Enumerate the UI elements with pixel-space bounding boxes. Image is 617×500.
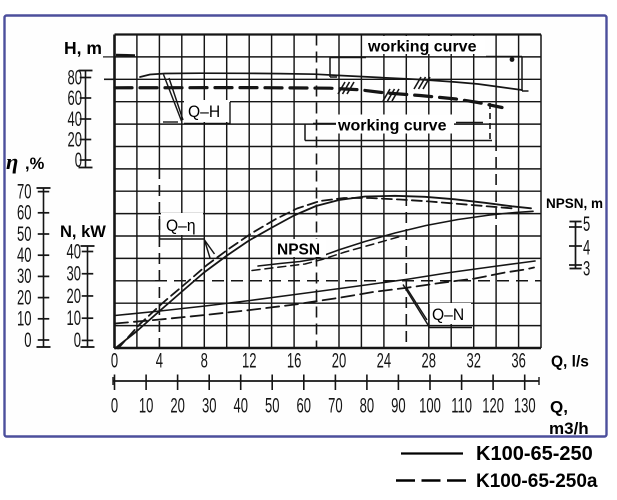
svg-text:5: 5 xyxy=(583,212,590,236)
svg-text:N, kW: N, kW xyxy=(60,223,106,241)
svg-text:NPSN: NPSN xyxy=(277,242,320,259)
svg-text:Q,: Q, xyxy=(550,398,568,417)
svg-text:NPSN, m: NPSN, m xyxy=(546,196,603,211)
svg-text:0: 0 xyxy=(74,328,81,352)
svg-text:10: 10 xyxy=(67,306,82,330)
svg-text:,%: ,% xyxy=(25,155,45,173)
svg-text:0: 0 xyxy=(75,148,82,172)
svg-text:3: 3 xyxy=(583,256,590,280)
svg-text:50: 50 xyxy=(17,222,32,246)
svg-text:20: 20 xyxy=(332,348,347,372)
svg-text:H, m: H, m xyxy=(64,38,102,58)
svg-text:60: 60 xyxy=(68,86,83,110)
svg-text:Q–H: Q–H xyxy=(188,102,220,121)
svg-text:70: 70 xyxy=(328,393,343,417)
svg-text:30: 30 xyxy=(202,393,217,417)
svg-text:90: 90 xyxy=(391,393,406,417)
svg-text:0: 0 xyxy=(24,328,31,352)
svg-text:0: 0 xyxy=(111,348,118,372)
svg-text:70: 70 xyxy=(17,179,32,203)
svg-text:4: 4 xyxy=(156,348,163,372)
svg-text:36: 36 xyxy=(511,348,525,372)
svg-text:20: 20 xyxy=(68,127,83,151)
svg-text:20: 20 xyxy=(67,284,82,308)
svg-text:8: 8 xyxy=(201,348,208,372)
svg-text:K100-65-250a: K100-65-250a xyxy=(476,471,598,492)
svg-text:40: 40 xyxy=(233,393,248,417)
svg-text:Q–N: Q–N xyxy=(432,305,464,324)
svg-text:K100-65-250: K100-65-250 xyxy=(476,443,593,465)
svg-text:30: 30 xyxy=(17,264,32,288)
svg-text:120: 120 xyxy=(482,393,504,417)
svg-text:130: 130 xyxy=(514,393,536,417)
svg-text:60: 60 xyxy=(17,200,32,224)
svg-text:20: 20 xyxy=(170,393,185,417)
svg-text:30: 30 xyxy=(67,261,82,285)
svg-text:100: 100 xyxy=(419,393,441,417)
svg-text:16: 16 xyxy=(287,348,301,372)
svg-text:12: 12 xyxy=(242,348,256,372)
svg-text:40: 40 xyxy=(67,239,82,263)
svg-text:28: 28 xyxy=(422,348,436,372)
svg-text:m3/h: m3/h xyxy=(549,419,589,438)
svg-text:32: 32 xyxy=(466,348,480,372)
svg-text:10: 10 xyxy=(139,393,154,417)
svg-text:110: 110 xyxy=(451,393,472,417)
svg-text:0: 0 xyxy=(111,393,118,417)
svg-text:20: 20 xyxy=(17,285,32,309)
svg-text:Q, l/s: Q, l/s xyxy=(551,354,589,371)
svg-text:working curve: working curve xyxy=(367,39,477,56)
svg-text:60: 60 xyxy=(297,393,312,417)
svg-text:η: η xyxy=(6,149,18,174)
svg-text:4: 4 xyxy=(583,235,590,259)
svg-text:80: 80 xyxy=(68,65,83,89)
svg-text:40: 40 xyxy=(17,243,32,267)
svg-text:Q–η: Q–η xyxy=(166,216,196,235)
svg-text:working curve: working curve xyxy=(337,118,447,135)
svg-text:24: 24 xyxy=(377,348,392,372)
svg-text:40: 40 xyxy=(68,107,83,131)
svg-text:80: 80 xyxy=(360,393,375,417)
svg-text:50: 50 xyxy=(265,393,280,417)
svg-text:10: 10 xyxy=(17,306,32,330)
